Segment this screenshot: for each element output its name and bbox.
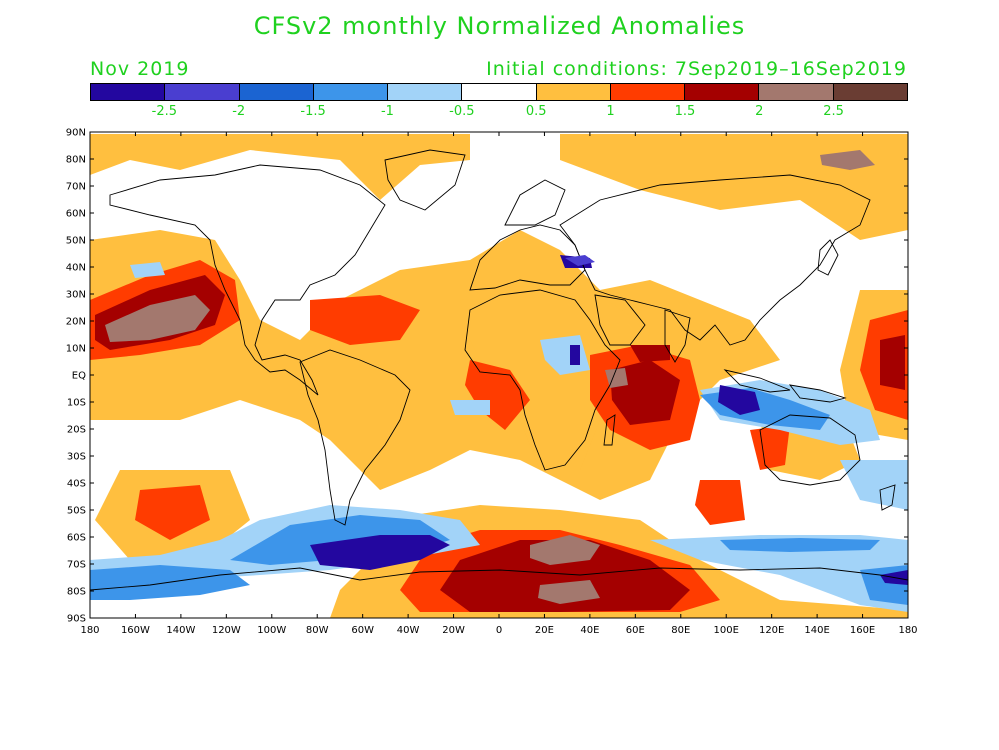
regional-negative-patch xyxy=(565,255,595,266)
colorbar-swatch xyxy=(91,84,166,100)
latitude-tick-label: 40S xyxy=(67,479,86,490)
longitude-tick-label: 120E xyxy=(759,625,784,636)
longitude-tick-label: 120W xyxy=(212,625,241,636)
strong-negative-region xyxy=(310,255,908,585)
colorbar-label: 0.5 xyxy=(525,104,547,119)
longitude-tick-label: 40E xyxy=(580,625,599,636)
colorbar-swatch xyxy=(536,84,611,100)
latitude-tick-label: 70N xyxy=(66,182,86,193)
latitude-tick-label: 40N xyxy=(66,263,86,274)
longitude-tick-label: 180 xyxy=(80,625,99,636)
longitude-tick-label: 160E xyxy=(850,625,875,636)
latitude-tick-label: 60N xyxy=(66,209,86,220)
colorbar-swatch xyxy=(759,84,834,100)
longitude-tick-label: 180 xyxy=(898,625,917,636)
latitude-tick-label: 10N xyxy=(66,344,86,355)
colorbar-label: 2.5 xyxy=(823,104,844,119)
latitude-tick-label: 60S xyxy=(67,533,86,544)
latitude-axis: 90N 80N 70N 60N 50N 40N 30N 20N 10N EQ 10S 20S 30S 40… xyxy=(66,128,908,625)
longitude-tick-label: 60E xyxy=(626,625,645,636)
colorbar-swatch xyxy=(239,84,314,100)
longitude-tick-label: 80E xyxy=(671,625,690,636)
coastlines xyxy=(90,149,908,591)
latitude-tick-label: 80N xyxy=(66,155,86,166)
latitude-tick-label: 90S xyxy=(67,614,86,625)
longitude-tick-label: 0 xyxy=(496,625,502,636)
colorbar-label: -2.5 xyxy=(151,104,178,119)
longitude-tick-label: 20E xyxy=(535,625,554,636)
longitude-tick-label: 160W xyxy=(121,625,150,636)
latitude-tick-label: 50S xyxy=(67,506,86,517)
longitude-tick-label: 60W xyxy=(351,625,374,636)
latitude-tick-label: 20S xyxy=(67,425,86,436)
latitude-tick-label: 30S xyxy=(67,452,86,463)
colorbar-label: 1 xyxy=(606,104,615,119)
colorbar-swatch xyxy=(610,84,686,100)
forecast-month: Nov 2019 xyxy=(90,58,190,80)
longitude-tick-label: 80W xyxy=(306,625,329,636)
longitude-tick-label: 20W xyxy=(442,625,465,636)
colorbar-swatch xyxy=(462,84,537,100)
colorbar-label: -1 xyxy=(380,104,394,119)
extreme-positive-region xyxy=(105,150,875,604)
colorbar-label: 1.5 xyxy=(674,104,696,119)
longitude-tick-label: 40W xyxy=(397,625,420,636)
colorbar-label: 2 xyxy=(755,104,764,119)
colorbar-label: -1.5 xyxy=(300,104,326,119)
colorbar-label: -0.5 xyxy=(449,104,475,119)
colorbar-swatch xyxy=(388,84,463,100)
colorbar-swatch xyxy=(833,84,907,100)
longitude-tick-label: 100W xyxy=(257,625,286,636)
latitude-tick-label: 70S xyxy=(67,560,86,571)
latitude-tick-label: 50N xyxy=(66,236,86,247)
longitude-tick-label: 140E xyxy=(804,625,829,636)
latitude-tick-label: 80S xyxy=(67,587,86,598)
anomaly-field xyxy=(90,132,908,618)
colorbar-label: -2 xyxy=(232,104,246,119)
colorbar-swatch xyxy=(165,84,240,100)
latitude-tick-label: 10S xyxy=(67,398,86,409)
latitude-tick-label: 20N xyxy=(66,317,86,328)
latitude-tick-label: EQ xyxy=(72,371,86,382)
colorbar xyxy=(90,83,908,101)
latitude-tick-label: 90N xyxy=(66,128,86,139)
colorbar-swatch xyxy=(685,84,760,100)
longitude-tick-label: 100E xyxy=(714,625,739,636)
initial-conditions: Initial conditions: 7Sep2019–16Sep2019 xyxy=(486,58,907,80)
longitude-tick-label: 140W xyxy=(166,625,195,636)
colorbar-swatch xyxy=(313,84,389,100)
latitude-tick-label: 30N xyxy=(66,290,86,301)
map-title: CFSv2 monthly Normalized Anomalies xyxy=(253,12,746,40)
longitude-axis: 180 160W 140W 120W 100W 80W 60W 40W 20W 0 20E 40E 60… xyxy=(80,132,918,636)
